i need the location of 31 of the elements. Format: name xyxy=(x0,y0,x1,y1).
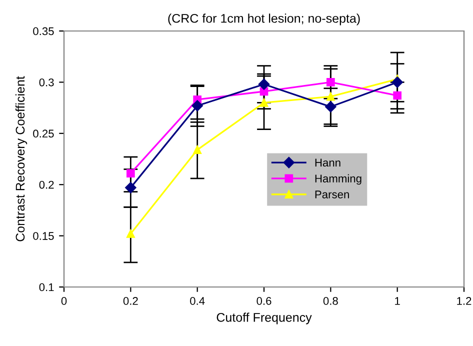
y-axis-title: Contrast Recovery Coefficient xyxy=(15,76,28,242)
y-tick-label: 0.15 xyxy=(33,232,54,240)
x-tick-label: 0.6 xyxy=(256,297,272,305)
y-tick-label: 0.2 xyxy=(39,180,54,189)
x-tick-label: 0.8 xyxy=(323,297,338,305)
point xyxy=(393,91,402,100)
point xyxy=(326,78,335,86)
point xyxy=(260,98,268,107)
x-tick-label: 1 xyxy=(395,297,400,305)
legend-label: Parsen xyxy=(315,190,349,198)
point xyxy=(126,230,135,238)
x-tick-label: 0.2 xyxy=(123,297,138,305)
point xyxy=(325,101,336,112)
point xyxy=(392,76,403,88)
y-tick-label: 0.1 xyxy=(39,283,54,292)
point xyxy=(126,169,135,178)
point xyxy=(192,100,203,112)
point xyxy=(193,146,202,154)
y-tick-label: 0.3 xyxy=(39,78,54,86)
legend-label: Hann xyxy=(315,158,340,167)
x-tick-label: 0.4 xyxy=(190,297,205,305)
point xyxy=(258,78,270,90)
point xyxy=(326,92,335,101)
y-tick-label: 0.25 xyxy=(33,130,54,138)
chart-title: (CRC for 1cm hot lesion; no-septa) xyxy=(168,14,360,26)
x-tick-label: 0 xyxy=(61,297,67,305)
x-tick-label: 1.2 xyxy=(457,297,472,305)
point xyxy=(125,182,136,194)
x-axis-title: Cutoff Frequency xyxy=(216,312,312,324)
y-tick-label: 0.35 xyxy=(33,27,54,36)
legend-label: Hamming xyxy=(315,174,362,185)
